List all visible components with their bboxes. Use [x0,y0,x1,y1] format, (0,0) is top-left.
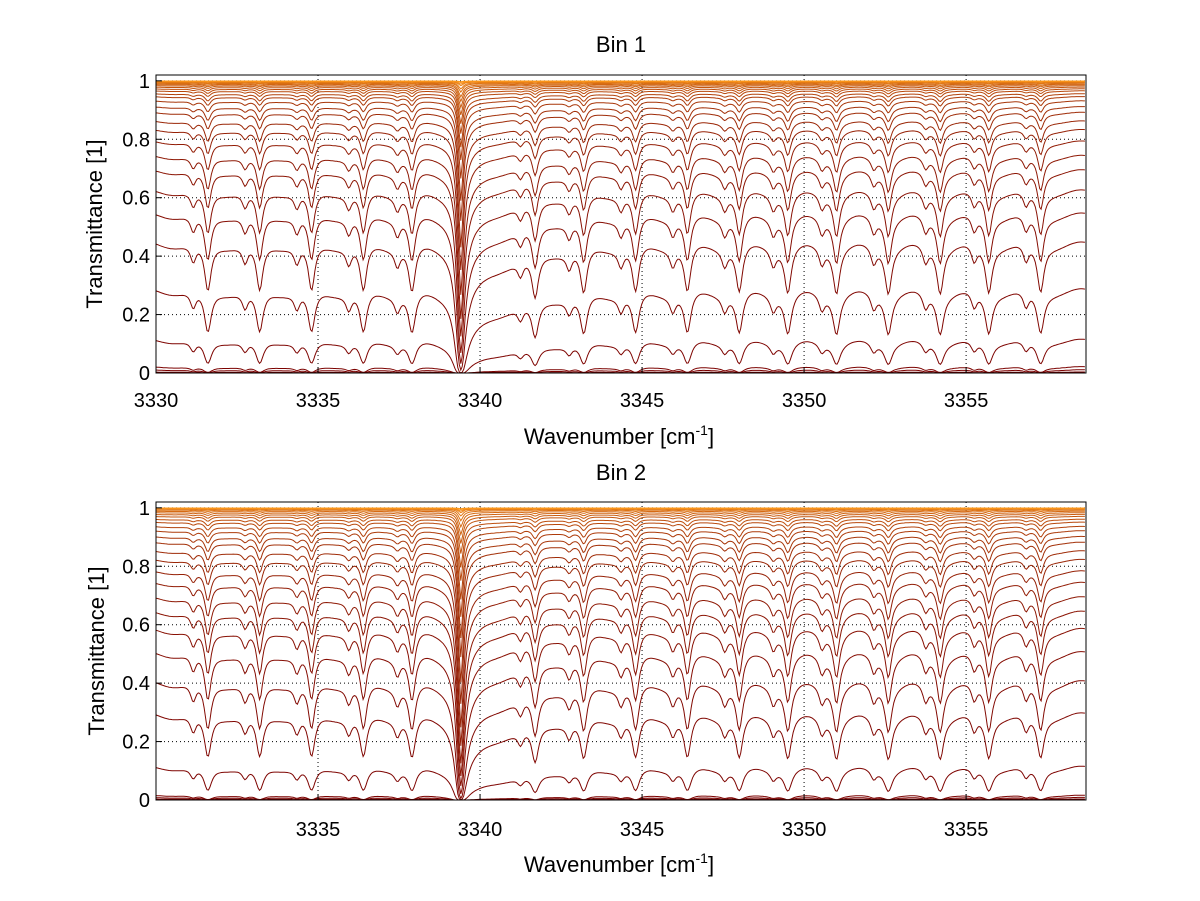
x-axis-label-main: Wavenumber [cm [524,424,696,449]
x-tick-label: 3335 [296,819,341,841]
x-tick-label: 3335 [296,390,341,412]
x-axis-label-sup: -1 [696,850,709,866]
y-tick-label: 0.4 [122,673,150,695]
y-tick-label: 0.8 [122,556,150,578]
y-tick-label: 0 [139,790,150,812]
x-axis-label-main: Wavenumber [cm [524,852,696,877]
x-axis-label-end: ] [708,852,714,877]
x-axis-label: Wavenumber [cm-1] [524,850,714,877]
plot-area [156,502,1086,800]
x-tick-label: 3355 [944,819,989,841]
x-tick-label: 3340 [458,390,503,412]
y-tick-label: 0.2 [122,305,150,327]
y-tick-label: 0.8 [122,129,150,151]
y-axis-label: Transmittance [1] [84,566,109,735]
chart-title: Bin 1 [596,32,646,57]
x-tick-label: 3345 [620,819,665,841]
x-axis-label-sup: -1 [696,422,709,438]
subplot-1: 3330 3335 3340 3345 3350 3355 0 0.2 0.4 0.6 0.8 1 Bi… [82,32,1086,449]
x-tick-label: 3330 [134,390,179,412]
y-tick-label: 0.6 [122,615,150,637]
y-tick-label: 1 [139,498,150,520]
x-axis-label-end: ] [708,424,714,449]
x-tick-label: 3350 [782,390,827,412]
plot-area [156,75,1086,373]
y-tick-label: 0.2 [122,732,150,754]
y-axis-label: Transmittance [1] [82,139,107,308]
x-tick-label: 3355 [944,390,989,412]
y-tick-label: 0 [139,363,150,385]
y-tick-label: 0.6 [122,188,150,210]
y-tick-label: 0.4 [122,246,150,268]
x-tick-label: 3350 [782,819,827,841]
figure: 3330 3335 3340 3345 3350 3355 0 0.2 0.4 0.6 0.8 1 Bi… [0,0,1200,901]
y-tick-label: 1 [139,71,150,93]
x-tick-label: 3340 [458,819,503,841]
x-tick-label: 3345 [620,390,665,412]
subplot-2: 3335 3340 3345 3350 3355 0 0.2 0.4 0.6 0.8 1 Bin 2 W… [84,460,1086,877]
chart-title: Bin 2 [596,460,646,485]
x-axis-label: Wavenumber [cm-1] [524,422,714,449]
